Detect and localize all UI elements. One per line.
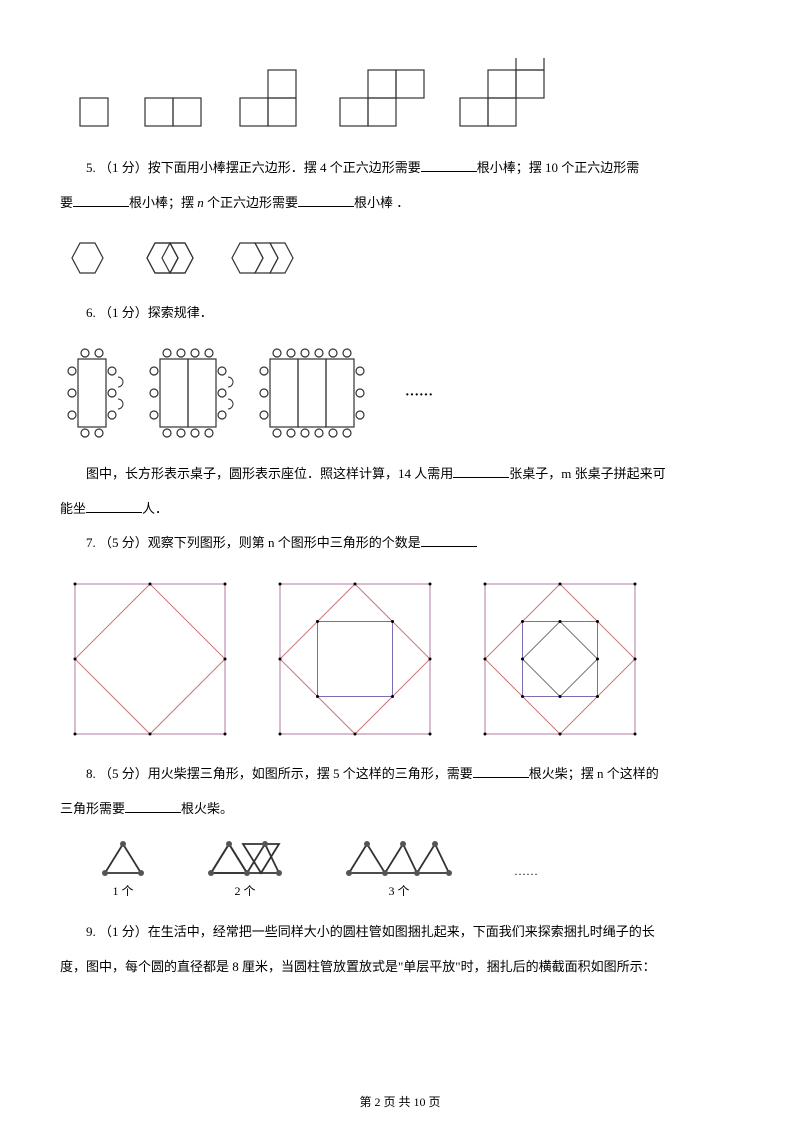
tri-label-3: 3 个 — [344, 880, 454, 903]
q5-l2b: 根小棒；摆 — [129, 195, 197, 210]
q5-l2c: 个正六边形需要 — [204, 195, 298, 210]
tri-label-1: 1 个 — [100, 880, 146, 903]
q6-desc-a: 图中，长方形表示桌子，圆形表示座位．照这样计算，14 人需用 — [86, 466, 453, 481]
triangle-2: 2 个 — [206, 840, 284, 903]
q8-l2a: 三角形需要 — [60, 801, 125, 816]
question-7: 7. （5 分）观察下列图形，则第 n 个图形中三角形的个数是 — [60, 531, 740, 556]
q7-text: 7. （5 分）观察下列图形，则第 n 个图形中三角形的个数是 — [86, 535, 421, 550]
q8-l2b: 根火柴。 — [181, 801, 233, 816]
page-footer: 第 2 页 共 10 页 — [0, 1091, 800, 1114]
triangle-1: 1 个 — [100, 840, 146, 903]
blank — [125, 799, 181, 813]
question-8-line2: 三角形需要 根火柴。 — [60, 797, 740, 822]
triangle-dots: …… — [514, 860, 538, 883]
question-6: 6. （1 分）探索规律． — [60, 301, 740, 326]
q8-text-b: 根火柴；摆 n 个这样的 — [529, 766, 659, 781]
q5-l2d: 根小棒 ． — [354, 195, 409, 210]
blank — [453, 464, 509, 478]
figure-hexagons — [60, 233, 740, 283]
question-6-desc-line2: 能坐 人． — [60, 497, 740, 522]
question-6-desc: 图中，长方形表示桌子，圆形表示座位．照这样计算，14 人需用 张桌子，m 张桌子拼… — [60, 462, 740, 487]
blank — [298, 193, 354, 207]
q6-l2a: 能坐 — [60, 501, 86, 516]
blank — [421, 533, 477, 547]
question-9: 9. （1 分）在生活中，经常把一些同样大小的圆柱管如图捆扎起来，下面我们来探索… — [60, 920, 740, 945]
q5-text-prefix: 5. （1 分）按下面用小棒摆正六边形．摆 4 个正六边形需要 — [86, 160, 421, 175]
figure-tables: ······ — [60, 344, 740, 444]
question-5-line2: 要根小棒；摆 n 个正六边形需要根小棒 ． — [60, 191, 740, 216]
q6-title: 6. （1 分）探索规律． — [86, 305, 213, 320]
q5-text-mid1: 根小棒；摆 10 个正六边形需 — [477, 160, 640, 175]
tri-label-2: 2 个 — [206, 880, 284, 903]
footer-text: 第 2 页 共 10 页 — [359, 1095, 440, 1109]
q9-text-a: 9. （1 分）在生活中，经常把一些同样大小的圆柱管如图捆扎起来，下面我们来探索… — [86, 924, 655, 939]
triangle-3: 3 个 — [344, 840, 454, 903]
figure-squares-staircase — [60, 58, 740, 138]
blank — [73, 193, 129, 207]
q9-text-b: 度，图中，每个圆的直径都是 8 厘米，当圆柱管放置放式是"单层平放"时，捆扎后的… — [60, 959, 656, 974]
question-8: 8. （5 分）用火柴摆三角形，如图所示，摆 5 个这样的三角形，需要 根火柴；摆… — [60, 762, 740, 787]
figure-nested-squares — [60, 574, 740, 744]
question-9-line2: 度，图中，每个圆的直径都是 8 厘米，当圆柱管放置放式是"单层平放"时，捆扎后的… — [60, 955, 740, 980]
question-5: 5. （1 分）按下面用小棒摆正六边形．摆 4 个正六边形需要 根小棒；摆 10 … — [60, 156, 740, 181]
svg-text:······: ······ — [405, 388, 433, 403]
blank — [86, 499, 142, 513]
q5-l2a: 要 — [60, 195, 73, 210]
blank — [421, 158, 477, 172]
q8-text-a: 8. （5 分）用火柴摆三角形，如图所示，摆 5 个这样的三角形，需要 — [86, 766, 473, 781]
q6-desc-b: 张桌子，m 张桌子拼起来可 — [509, 466, 665, 481]
q6-l2b: 人． — [142, 501, 168, 516]
figure-matchstick-triangles: 1 个 2 个 — [60, 840, 740, 903]
blank — [473, 764, 529, 778]
